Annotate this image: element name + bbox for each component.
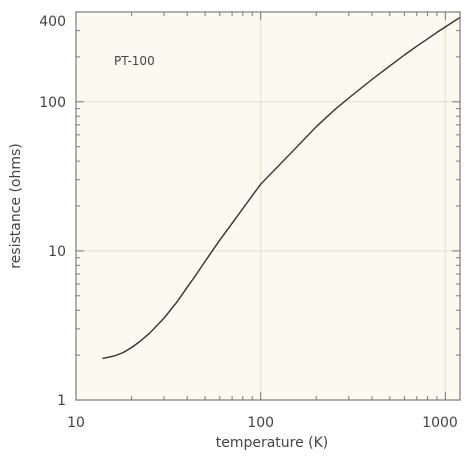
y-tick-label: 10 <box>48 244 66 260</box>
y-tick-label: 100 <box>39 95 66 111</box>
grid-lines <box>76 12 460 400</box>
plot-frame <box>75 11 461 401</box>
y-axis-title: resistance (ohms) <box>8 143 24 269</box>
y-tick-label: 1 <box>57 393 66 409</box>
y-tick-label: 400 <box>39 14 66 30</box>
plot-area <box>76 12 460 400</box>
x-tick-label: 10 <box>67 415 85 431</box>
x-tick-label: 100 <box>247 415 274 431</box>
axis-ticks <box>76 12 460 400</box>
series-layer <box>102 16 461 360</box>
x-axis-title: temperature (K) <box>216 435 329 451</box>
curve-annotation: PT-100 <box>114 54 155 68</box>
resistance-curve <box>102 16 461 360</box>
x-tick-label: 1000 <box>422 415 458 431</box>
